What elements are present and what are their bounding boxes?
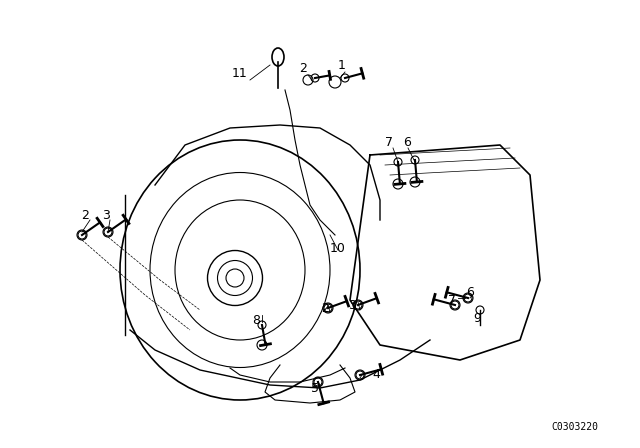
Text: 7: 7 (448, 293, 456, 306)
Text: 3: 3 (348, 298, 356, 311)
Text: 2: 2 (321, 302, 329, 314)
Text: 7: 7 (385, 135, 393, 148)
Text: C0303220: C0303220 (551, 422, 598, 432)
Text: 10: 10 (330, 241, 346, 254)
Text: 2: 2 (299, 61, 307, 74)
Text: 9: 9 (473, 311, 481, 324)
Text: 8: 8 (252, 314, 260, 327)
Text: 3: 3 (102, 208, 110, 221)
Text: 11: 11 (232, 66, 248, 79)
Text: 6: 6 (403, 135, 411, 148)
Text: 6: 6 (466, 285, 474, 298)
Text: 4: 4 (372, 367, 380, 380)
Text: 1: 1 (338, 59, 346, 72)
Text: 5: 5 (311, 382, 319, 395)
Text: 2: 2 (81, 208, 89, 221)
